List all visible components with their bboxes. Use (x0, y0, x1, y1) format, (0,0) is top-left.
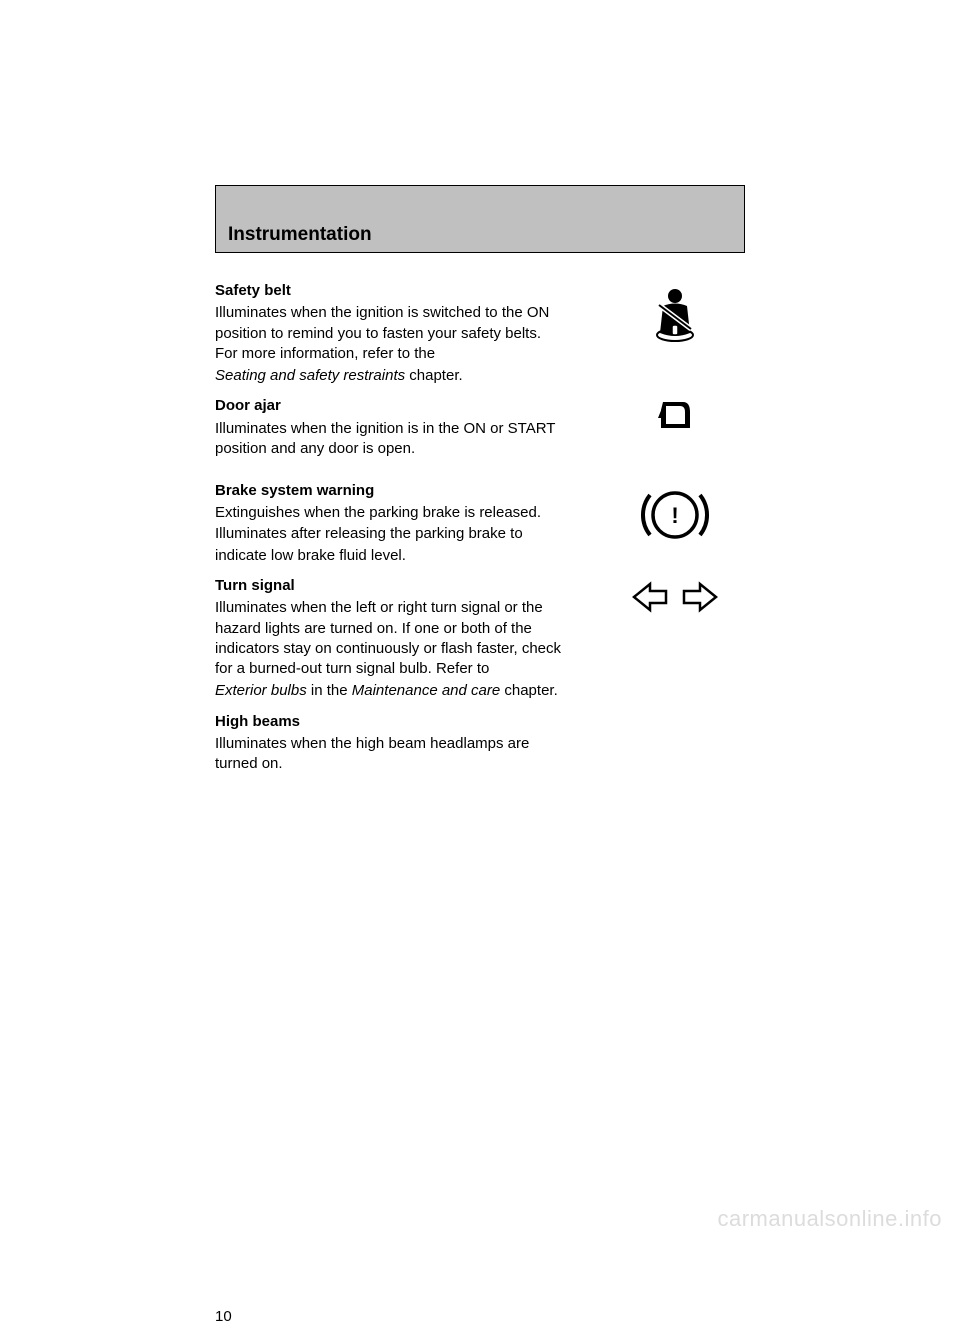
content-area: Safety belt Illuminates when the ignitio… (215, 253, 745, 776)
page-number: 10 (215, 1308, 232, 1325)
watermark: carmanualsonline.info (717, 1206, 942, 1232)
seatbelt-icon (605, 281, 745, 343)
turn-signal-icon (605, 576, 745, 614)
door-ajar-icon (605, 396, 745, 430)
section-header-bar: Instrumentation (215, 185, 745, 253)
section-brake-warning: Brake system warning Extinguishes when t… (215, 481, 745, 566)
section-door-ajar: Door ajar Illuminates when the ignition … (215, 396, 745, 461)
brake-warning-icon: ! (605, 481, 745, 545)
section-text: Brake system warning Extinguishes when t… (215, 481, 567, 546)
turn-ref: Exterior bulbs in the Maintenance and ca… (215, 681, 745, 701)
brake-body1: Extinguishes when the parking brake is r… (215, 503, 567, 544)
turn-body: Illuminates when the left or right turn … (215, 598, 567, 679)
section-text: Door ajar Illuminates when the ignition … (215, 396, 567, 461)
ref-tail: chapter. (409, 367, 462, 384)
safety-belt-body: Illuminates when the ignition is switche… (215, 303, 567, 364)
beam-body: Illuminates when the high beam headlamps… (215, 734, 567, 775)
door-body: Illuminates when the ignition is in the … (215, 419, 567, 460)
section-text: Safety belt Illuminates when the ignitio… (215, 281, 567, 366)
section-title: Instrumentation (228, 224, 372, 246)
turn-title: Turn signal (215, 577, 295, 594)
brake-body2: indicate low brake fluid level. (215, 546, 745, 566)
safety-belt-title: Safety belt (215, 282, 291, 299)
safety-belt-ref: Seating and safety restraints chapter. (215, 366, 745, 386)
section-high-beams: High beams Illuminates when the high bea… (215, 712, 745, 777)
door-title: Door ajar (215, 397, 281, 414)
section-turn-signal: Turn signal Illuminates when the left or… (215, 576, 745, 702)
brake-title: Brake system warning (215, 482, 374, 499)
section-safety-belt: Safety belt Illuminates when the ignitio… (215, 281, 745, 386)
beam-title: High beams (215, 713, 300, 730)
ref-text: Seating and safety restraints (215, 367, 405, 384)
section-text: High beams Illuminates when the high bea… (215, 712, 567, 777)
section-text: Turn signal Illuminates when the left or… (215, 576, 567, 681)
svg-text:!: ! (671, 503, 678, 528)
page-container: Instrumentation Safety belt Illuminates … (215, 185, 745, 780)
